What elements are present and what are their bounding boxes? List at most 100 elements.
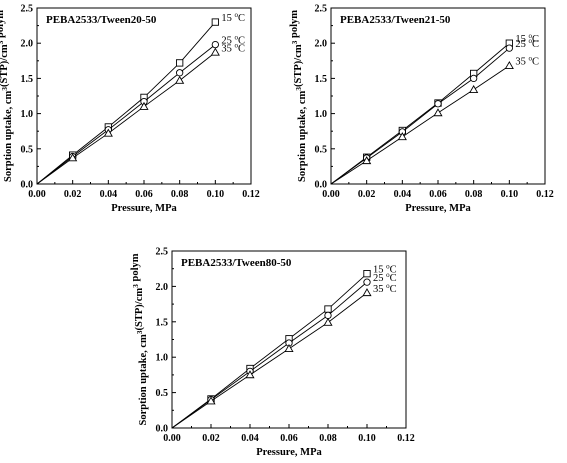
series-label: 15 oC	[221, 11, 245, 24]
series-triangle: 35 oC	[36, 41, 245, 185]
x-tick-label: 0.06	[135, 189, 153, 200]
data-point	[206, 396, 216, 405]
series-line	[330, 42, 510, 185]
data-point	[324, 311, 332, 320]
data-point	[469, 84, 479, 93]
x-tick-label: 0.06	[429, 189, 447, 200]
chart-title: PEBA2533/Tween21-50	[340, 14, 451, 26]
chart-panel-3: 0.00 0.02 0.04 0.06 0.08 0.10 0.12 0.0 0.5 1.0 1.5…	[130, 247, 415, 459]
data-point	[504, 61, 514, 70]
series-line	[36, 21, 216, 185]
series-line	[171, 273, 368, 429]
data-point	[210, 47, 220, 56]
data-point	[323, 317, 333, 326]
y-axis-label: Sorption uptake, cm3(STP)/cm3 polym	[289, 10, 308, 182]
series-triangle: 35 oC	[330, 55, 539, 185]
x-tick-label: 0.02	[202, 433, 220, 444]
x-tick-label: 0.12	[242, 189, 260, 200]
data-point	[434, 100, 442, 108]
series-label: 25 oC	[221, 34, 245, 47]
series-line	[330, 47, 510, 185]
y-tick-label: 1.5	[21, 74, 34, 85]
y-tick-label: 0.5	[156, 388, 169, 399]
chart-title: PEBA2533/Tween80-50	[181, 257, 292, 269]
series-label: 35 oC	[373, 282, 397, 295]
y-tick-label: 0.5	[315, 144, 328, 155]
x-tick-label: 0.06	[280, 433, 298, 444]
y-tick-label: 0.5	[21, 144, 34, 155]
data-point	[176, 69, 184, 77]
y-tick-label: 1.0	[21, 109, 34, 120]
x-tick-label: 0.10	[358, 433, 376, 444]
series-line	[36, 51, 216, 185]
y-tick-label: 2.5	[315, 4, 328, 15]
data-point	[175, 75, 185, 84]
data-point	[103, 128, 113, 137]
x-tick-label: 0.08	[171, 189, 189, 200]
data-point	[324, 305, 332, 313]
chart-panel-1: 0.00 0.02 0.04 0.06 0.08 0.10 0.12 0.0 0.5 1.0 1.5…	[0, 4, 260, 215]
y-tick-label: 2.0	[156, 282, 169, 293]
chart-title: PEBA2533/Tween20-50	[46, 14, 157, 26]
data-point	[363, 278, 371, 286]
data-point	[505, 44, 513, 52]
y-tick-label: 0.0	[315, 180, 328, 191]
data-point	[68, 153, 78, 162]
x-tick-label: 0.04	[394, 189, 412, 200]
series-triangle: 35 oC	[171, 282, 397, 429]
x-tick-label: 0.08	[319, 433, 337, 444]
x-tick-label: 0.00	[28, 189, 46, 200]
x-tick-label: 0.12	[397, 433, 415, 444]
x-axis-label: Pressure, MPa	[405, 203, 471, 214]
data-point	[211, 40, 219, 49]
y-tick-label: 2.0	[315, 39, 328, 50]
data-point	[362, 288, 372, 297]
x-tick-label: 0.04	[241, 433, 259, 444]
series-label: 15 oC	[515, 32, 539, 45]
series-label: 35 oC	[515, 55, 539, 68]
x-axis-label: Pressure, MPa	[111, 203, 177, 214]
x-tick-label: 0.00	[322, 189, 340, 200]
x-tick-label: 0.02	[358, 189, 376, 200]
x-tick-label: 0.10	[207, 189, 225, 200]
data-point	[362, 156, 372, 165]
series-label: 25 oC	[373, 271, 397, 284]
data-point	[284, 343, 294, 353]
y-tick-label: 1.0	[315, 109, 328, 120]
x-tick-label: 0.12	[536, 189, 554, 200]
x-tick-label: 0.08	[465, 189, 483, 200]
y-tick-label: 2.5	[21, 4, 34, 15]
data-point	[211, 18, 219, 26]
data-point	[245, 370, 255, 379]
data-point	[433, 108, 443, 117]
y-tick-label: 2.0	[21, 39, 34, 50]
series-label: 35 oC	[221, 41, 245, 54]
series-label: 25 oC	[515, 37, 539, 50]
x-tick-label: 0.04	[100, 189, 118, 200]
data-point	[139, 101, 149, 110]
y-tick-label: 2.5	[156, 247, 169, 258]
x-tick-label: 0.02	[64, 189, 82, 200]
y-tick-label: 0.0	[21, 180, 34, 191]
x-axis-label: Pressure, MPa	[256, 447, 322, 458]
chart-panel-2: 0.00 0.02 0.04 0.06 0.08 0.10 0.12 0.0 0.5 1.0 1.5…	[289, 4, 554, 215]
y-axis-label: Sorption uptake, cm3(STP)/cm3 polym	[0, 10, 14, 182]
x-tick-label: 0.00	[163, 433, 181, 444]
y-tick-label: 1.5	[315, 74, 328, 85]
series-circle: 25 oC	[330, 37, 539, 185]
data-point	[176, 59, 184, 67]
y-tick-label: 1.5	[156, 317, 169, 328]
data-point	[363, 270, 371, 278]
y-tick-label: 0.0	[156, 424, 169, 435]
x-tick-label: 0.10	[501, 189, 519, 200]
series-line	[36, 44, 216, 185]
series-label: 15 oC	[373, 263, 397, 276]
series-circle: 25 oC	[36, 34, 245, 185]
series-line	[171, 292, 368, 429]
data-point	[397, 132, 407, 141]
y-axis-label: Sorption uptake, cm3(STP)/cm3 polym	[130, 253, 149, 425]
series-square: 15 oC	[36, 11, 245, 185]
y-tick-label: 1.0	[156, 353, 169, 364]
series-line	[330, 65, 510, 185]
